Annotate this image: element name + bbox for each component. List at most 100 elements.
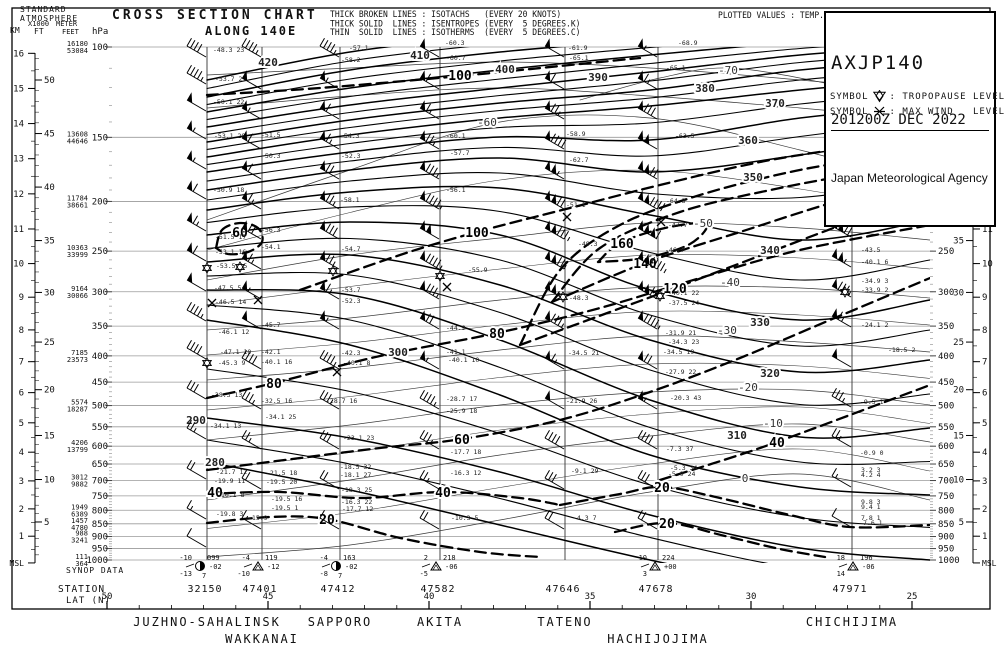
barb-feather bbox=[245, 351, 251, 361]
barb-feather bbox=[186, 301, 192, 311]
barb-half bbox=[567, 236, 571, 242]
hpa-label-right: 350 bbox=[938, 322, 954, 332]
ft-label-left: 25 bbox=[44, 338, 55, 348]
ft-label-left: 20 bbox=[44, 386, 55, 396]
synop-tendency: -06 bbox=[445, 563, 458, 571]
barb-feather bbox=[557, 317, 563, 326]
barb-shaft bbox=[319, 397, 340, 410]
barb-half bbox=[323, 515, 327, 521]
barb-shaft bbox=[544, 77, 565, 90]
barb-half bbox=[200, 76, 204, 82]
station-name-47412: SAPPORO bbox=[308, 615, 373, 629]
station-name-47401: WAKKANAI bbox=[225, 632, 299, 646]
plotted-value: -44.9 bbox=[446, 324, 466, 332]
barb-feather bbox=[419, 429, 425, 439]
synop-cloud: 7 bbox=[338, 572, 342, 580]
isotherm-label--70: -70 bbox=[718, 64, 738, 77]
barb-half bbox=[843, 258, 847, 264]
wind-barb bbox=[186, 212, 207, 232]
isotherm-label--30: -30 bbox=[717, 324, 737, 337]
ft-label-right: 5 bbox=[959, 518, 964, 528]
barb-feather bbox=[186, 379, 192, 389]
wind-barb bbox=[419, 70, 440, 90]
synop-station bbox=[421, 561, 442, 571]
barb-feather bbox=[831, 427, 837, 437]
wind-barb bbox=[186, 527, 207, 548]
isotherm-contour-mid bbox=[206, 448, 930, 529]
barb-feather bbox=[653, 198, 659, 208]
feet-header: FEET bbox=[62, 28, 80, 36]
barb-feather bbox=[193, 343, 199, 353]
km-label-left: 11 bbox=[13, 225, 24, 235]
plotted-value: -53.7 bbox=[341, 286, 361, 294]
wind-barb bbox=[637, 220, 662, 240]
legend-isentropes: THICK SOLID LINES : ISENTROPES (EVERY 5 … bbox=[330, 19, 581, 29]
barb-feather bbox=[548, 431, 554, 441]
plotted-value: -21.7 12 bbox=[216, 468, 247, 476]
barb-feather bbox=[419, 389, 425, 399]
wind-barb bbox=[831, 507, 852, 528]
barb-feather bbox=[841, 283, 847, 292]
barb-feather bbox=[550, 353, 556, 362]
synop-dewpoint: 3 bbox=[643, 570, 647, 578]
barb-shaft bbox=[544, 167, 565, 180]
ft-label-left: 40 bbox=[44, 183, 55, 193]
plotted-value: -34.9 3 bbox=[861, 277, 888, 285]
wind-barb bbox=[637, 190, 666, 212]
plotted-value: -48.3 23 bbox=[213, 46, 244, 54]
plotted-value: -0.9 0 bbox=[860, 449, 884, 457]
wind-barb bbox=[319, 160, 340, 180]
barb-feather bbox=[425, 193, 431, 202]
barb-half bbox=[329, 289, 333, 294]
wind-barb bbox=[241, 70, 262, 90]
synop-row bbox=[185, 561, 859, 571]
isentrope-label-370: 370 bbox=[765, 97, 785, 110]
isentrope-label-380: 380 bbox=[695, 82, 715, 95]
plotted-value: -9.5 1 bbox=[860, 398, 884, 406]
isentrope-contour-mid bbox=[206, 205, 930, 281]
barb-shaft bbox=[637, 477, 658, 490]
barb-shaft bbox=[186, 535, 207, 548]
plotted-value: -21.9 26 bbox=[566, 397, 597, 405]
barb-feather bbox=[647, 315, 653, 324]
lat-label-25: 25 bbox=[907, 592, 918, 602]
km-label-left: 1 bbox=[19, 532, 24, 542]
barb-feather bbox=[190, 66, 196, 76]
km-label-right: 10 bbox=[982, 260, 993, 270]
barb-feather bbox=[196, 70, 203, 80]
wind-barb bbox=[319, 310, 340, 330]
barb-feather bbox=[550, 73, 556, 82]
plotted-value: -19.5 16 bbox=[271, 495, 302, 503]
barb-shaft bbox=[319, 167, 340, 180]
plotted-value: 7.6 1 bbox=[863, 519, 883, 527]
hpa-label-left: 400 bbox=[92, 352, 108, 362]
lat-label-50: 50 bbox=[102, 592, 113, 602]
barb-shaft bbox=[241, 137, 262, 150]
max-wind-symbol bbox=[562, 212, 572, 222]
plotted-value: -31.9 21 bbox=[665, 329, 696, 337]
symbol-word: SYMBOL bbox=[830, 106, 869, 117]
barb-feather bbox=[190, 461, 196, 471]
isentrope-contour-310 bbox=[206, 288, 930, 439]
isentrope-contour-mid bbox=[206, 439, 769, 563]
barb-feather bbox=[186, 527, 192, 537]
barb-half bbox=[429, 439, 434, 445]
barb-half bbox=[248, 437, 252, 443]
barb-shaft bbox=[241, 107, 262, 120]
wind-barb bbox=[319, 220, 340, 240]
barb-shaft bbox=[419, 197, 440, 210]
barb-shaft bbox=[319, 257, 340, 270]
plotted-value: -45.7 bbox=[261, 321, 281, 329]
barb-feather bbox=[650, 317, 656, 326]
barb-feather bbox=[560, 228, 566, 238]
station-id-47646: 47646 bbox=[545, 584, 580, 595]
barb-shaft bbox=[637, 197, 658, 210]
km-label-left: 14 bbox=[13, 120, 24, 130]
ft-label-right: 15 bbox=[953, 431, 964, 441]
barb-shaft bbox=[544, 437, 565, 450]
wind-barb bbox=[186, 339, 207, 360]
wind-barb bbox=[419, 160, 440, 180]
barb-feather bbox=[423, 391, 429, 401]
isentrope-contour-370 bbox=[206, 77, 930, 158]
barb-feather bbox=[329, 195, 335, 204]
